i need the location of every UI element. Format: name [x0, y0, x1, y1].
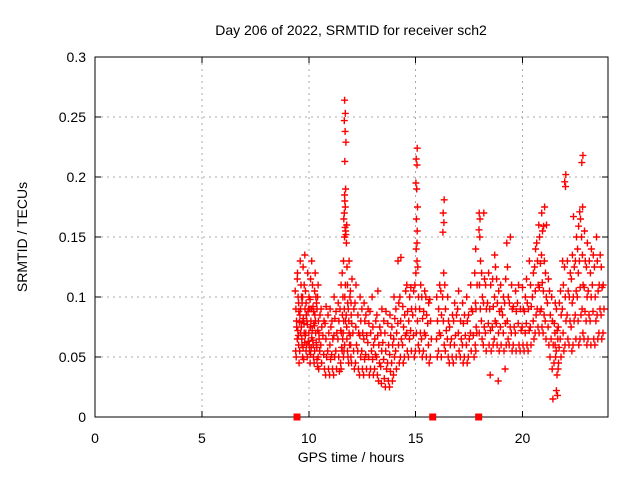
x-tick-label: 15	[408, 430, 424, 446]
axis-gap-square	[429, 413, 437, 421]
plot-border	[94, 56, 609, 418]
x-tick-label: 5	[198, 430, 206, 446]
chart-title: Day 206 of 2022, SRMTID for receiver sch…	[215, 22, 487, 38]
y-tick-label: 0.1	[67, 289, 87, 305]
y-tick-label: 0	[78, 409, 86, 425]
y-axis-label: SRMTID / TECUs	[14, 182, 30, 292]
x-tick-label: 0	[91, 430, 99, 446]
data-gap-markers	[293, 413, 483, 421]
y-tick-label: 0.25	[59, 109, 86, 125]
x-tick-label: 20	[515, 430, 531, 446]
y-tick-label: 0.05	[59, 349, 86, 365]
x-tick-label: 10	[301, 430, 317, 446]
y-tick-label: 0.2	[67, 169, 87, 185]
scatter-points	[291, 96, 608, 403]
y-tick-label: 0.15	[59, 229, 86, 245]
x-axis-label: GPS time / hours	[298, 449, 405, 465]
axis-gap-square	[293, 413, 301, 421]
y-tick-label: 0.3	[67, 49, 87, 65]
axis-gap-square	[475, 413, 483, 421]
tick-labels: 0 5 10 15 20 0 0.05 0.1 0.15 0.2 0.25 0.3	[59, 49, 531, 446]
